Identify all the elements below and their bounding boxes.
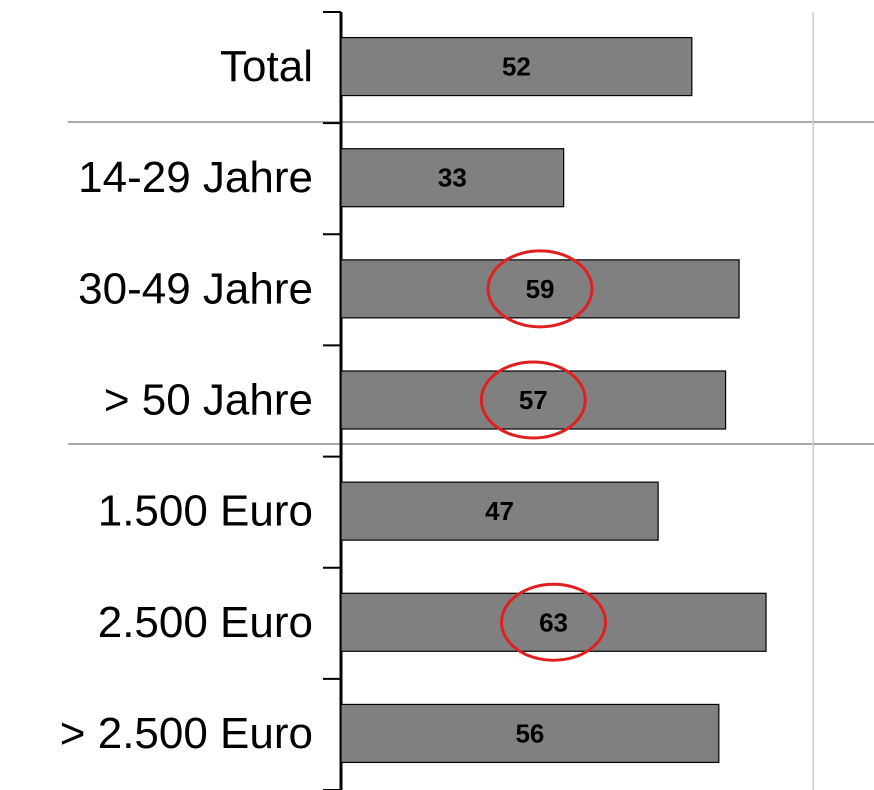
bar xyxy=(340,481,659,541)
y-tick-label: 2.500 Euro xyxy=(98,598,313,647)
bar xyxy=(340,703,720,764)
y-tick-label: > 50 Jahre xyxy=(104,376,313,425)
bar xyxy=(340,36,693,97)
value-label: 63 xyxy=(539,607,568,637)
y-tick-label: 30-49 Jahre xyxy=(78,264,313,313)
y-tick-label: > 2.500 Euro xyxy=(60,709,313,758)
value-label: 47 xyxy=(485,496,514,526)
value-label: 59 xyxy=(526,274,555,304)
highlight-circle xyxy=(500,582,608,662)
bar xyxy=(340,148,565,208)
value-label: 52 xyxy=(502,52,531,82)
value-label: 56 xyxy=(515,718,544,748)
y-tick-label: 14-29 Jahre xyxy=(78,153,313,202)
y-tick-label: 1.500 Euro xyxy=(98,487,313,536)
highlight-circle xyxy=(486,249,594,329)
y-tick-label: Total xyxy=(220,42,313,91)
value-label: 57 xyxy=(519,385,548,415)
bar xyxy=(340,370,727,430)
value-label: 33 xyxy=(438,163,467,193)
highlight-circle xyxy=(479,360,587,440)
bar xyxy=(340,592,767,652)
bar xyxy=(340,259,740,319)
